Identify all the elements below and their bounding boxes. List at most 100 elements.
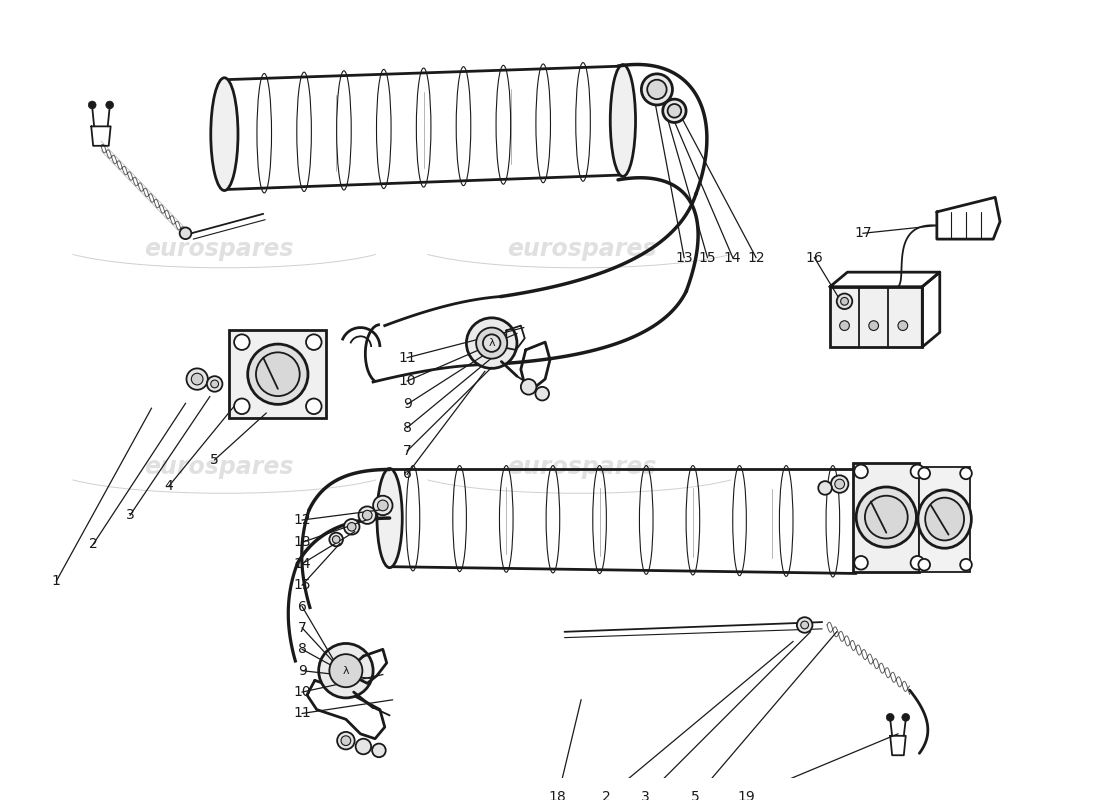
Circle shape: [520, 379, 537, 394]
Ellipse shape: [211, 78, 238, 190]
Text: 10: 10: [294, 685, 311, 699]
Text: 10: 10: [398, 374, 416, 388]
Circle shape: [796, 618, 813, 633]
Ellipse shape: [925, 498, 964, 541]
Circle shape: [840, 298, 848, 306]
Circle shape: [476, 327, 507, 358]
Text: 9: 9: [298, 664, 307, 678]
Circle shape: [329, 654, 362, 687]
Text: 5: 5: [692, 790, 701, 800]
Text: 8: 8: [403, 421, 411, 434]
Circle shape: [902, 714, 910, 722]
Text: 5: 5: [210, 453, 219, 466]
Circle shape: [363, 510, 372, 520]
Text: 4: 4: [165, 479, 174, 493]
Text: 14: 14: [724, 250, 741, 265]
Bar: [229, 330, 327, 418]
Text: 3: 3: [641, 790, 650, 800]
Text: 13: 13: [294, 535, 311, 550]
Circle shape: [536, 387, 549, 401]
Circle shape: [106, 101, 113, 109]
Circle shape: [355, 738, 371, 754]
Text: 18: 18: [549, 790, 566, 800]
Circle shape: [911, 465, 924, 478]
Circle shape: [835, 479, 845, 489]
Circle shape: [332, 536, 340, 543]
Bar: [920, 466, 970, 571]
Circle shape: [830, 475, 848, 493]
Circle shape: [359, 506, 376, 524]
Circle shape: [960, 467, 971, 479]
Circle shape: [348, 522, 356, 531]
Text: 7: 7: [403, 444, 411, 458]
Bar: [829, 286, 922, 347]
Circle shape: [234, 334, 250, 350]
Text: eurospares: eurospares: [507, 454, 657, 478]
Text: 17: 17: [855, 226, 872, 240]
Text: eurospares: eurospares: [144, 237, 294, 261]
Circle shape: [234, 398, 250, 414]
Text: 12: 12: [294, 513, 311, 527]
Ellipse shape: [256, 352, 299, 396]
Text: 3: 3: [125, 508, 134, 522]
Text: 8: 8: [298, 642, 307, 656]
Ellipse shape: [248, 344, 308, 404]
Text: 13: 13: [675, 250, 693, 265]
Text: 7: 7: [298, 621, 307, 635]
Circle shape: [88, 101, 96, 109]
Circle shape: [663, 99, 686, 122]
Text: 11: 11: [294, 706, 311, 721]
Circle shape: [801, 621, 808, 629]
Text: 2: 2: [89, 538, 98, 551]
Text: 12: 12: [747, 250, 764, 265]
Circle shape: [818, 481, 832, 494]
Circle shape: [466, 318, 517, 368]
Circle shape: [191, 374, 204, 385]
Text: 2: 2: [602, 790, 610, 800]
Text: 15: 15: [698, 250, 716, 265]
Circle shape: [647, 80, 667, 99]
Ellipse shape: [856, 487, 916, 547]
Circle shape: [306, 334, 321, 350]
Circle shape: [329, 533, 343, 546]
Circle shape: [344, 519, 360, 534]
Text: 14: 14: [294, 557, 311, 570]
Circle shape: [207, 376, 222, 392]
Circle shape: [839, 321, 849, 330]
Text: eurospares: eurospares: [507, 237, 657, 261]
Circle shape: [377, 500, 388, 510]
Circle shape: [641, 74, 672, 105]
Text: 6: 6: [403, 467, 411, 482]
Circle shape: [187, 368, 208, 390]
Text: λ: λ: [342, 666, 349, 676]
Circle shape: [869, 321, 879, 330]
Text: 15: 15: [294, 578, 311, 592]
Circle shape: [341, 736, 351, 746]
Ellipse shape: [377, 469, 403, 568]
Bar: [854, 462, 920, 571]
Text: 19: 19: [737, 790, 756, 800]
Circle shape: [372, 743, 386, 757]
Text: 1: 1: [52, 574, 60, 588]
Ellipse shape: [917, 490, 971, 548]
Circle shape: [668, 104, 681, 118]
Ellipse shape: [483, 334, 500, 352]
Text: 11: 11: [398, 350, 416, 365]
Ellipse shape: [865, 496, 907, 538]
Text: λ: λ: [488, 338, 495, 348]
Circle shape: [373, 496, 393, 515]
Circle shape: [319, 643, 373, 698]
Circle shape: [911, 556, 924, 570]
Circle shape: [898, 321, 907, 330]
Circle shape: [211, 380, 219, 388]
Circle shape: [837, 294, 852, 309]
Circle shape: [855, 465, 868, 478]
Circle shape: [960, 559, 971, 570]
Circle shape: [918, 467, 931, 479]
Circle shape: [855, 556, 868, 570]
Text: eurospares: eurospares: [144, 454, 294, 478]
Circle shape: [918, 559, 931, 570]
Text: 16: 16: [805, 250, 823, 265]
Ellipse shape: [610, 65, 636, 177]
Circle shape: [306, 398, 321, 414]
